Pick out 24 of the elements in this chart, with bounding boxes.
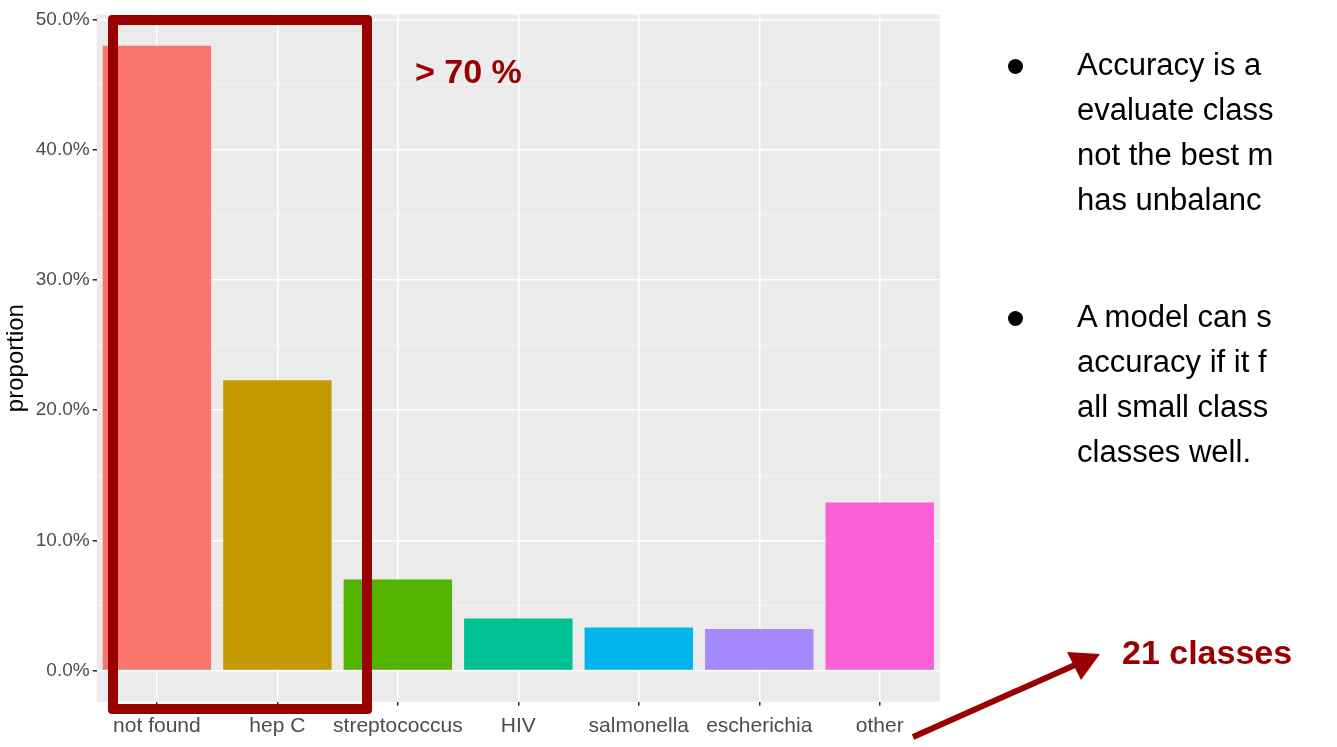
- bar: [464, 618, 573, 670]
- bar: [343, 579, 453, 670]
- x-tick-label: escherichia: [706, 713, 813, 737]
- text: A model can s accuracy if it f all small class classes well.: [1077, 298, 1272, 471]
- x-tick-label: HIV: [500, 713, 536, 737]
- text: Accuracy is a evaluate class not the best m has unbalanc: [1077, 46, 1274, 219]
- annotation: > 70 %: [415, 52, 522, 91]
- bar: [584, 627, 694, 670]
- bar: [705, 628, 814, 670]
- x-tick-label: salmonella: [588, 713, 690, 737]
- y-tick-label: 20.0%: [35, 398, 90, 420]
- y-axis-title: proportion: [1, 304, 29, 413]
- y-tick-label: 50.0%: [35, 7, 90, 29]
- x-tick-label: streptococcus: [333, 713, 463, 737]
- x-tick-label: not found: [113, 713, 201, 737]
- x-tick-label: other: [855, 713, 904, 737]
- x-tick-label: hep C: [249, 713, 306, 737]
- bar: [825, 502, 934, 670]
- bar: [223, 380, 332, 670]
- y-tick-label: 0.0%: [46, 658, 90, 680]
- y-tick-label: 10.0%: [35, 528, 90, 550]
- y-tick-label: 30.0%: [35, 268, 90, 290]
- text: 21 classes: [1122, 633, 1293, 672]
- y-tick-label: 40.0%: [35, 138, 90, 160]
